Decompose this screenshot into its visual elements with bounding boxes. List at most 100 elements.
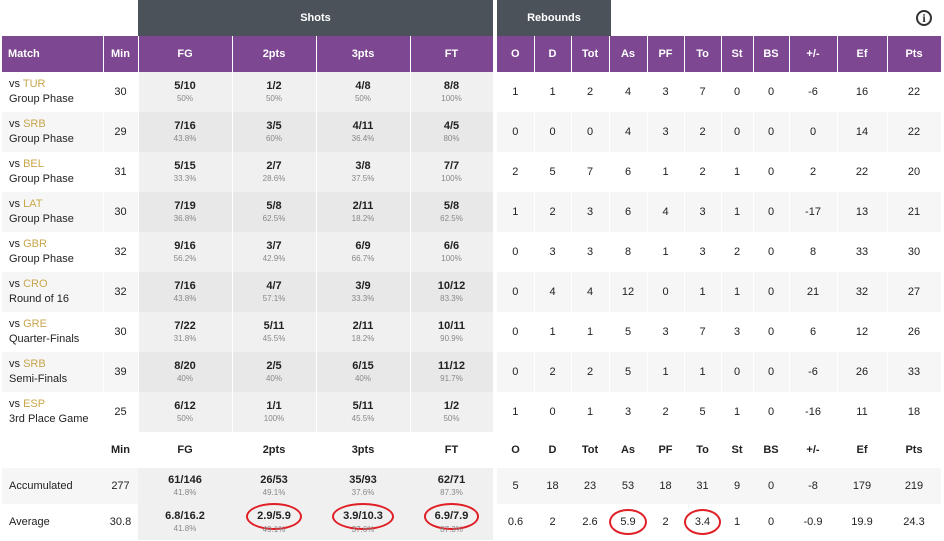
stat-cell-fg: 61/146 41.8% — [138, 468, 232, 504]
match-row[interactable]: vs ESP 3rd Place Game 25 6/12 50% 1/1 100% 5/11… — [2, 392, 494, 432]
stat-cell-as: 5 — [609, 352, 648, 392]
stat-cell-p3: 6/9 66.7% — [316, 232, 411, 272]
percentage: 45.5% — [262, 333, 286, 343]
column-header[interactable]: FG — [138, 36, 233, 72]
percentage: 31.8% — [173, 333, 197, 343]
opponent-link[interactable]: SRB — [23, 358, 46, 370]
stat-cell-bs: 0 — [753, 504, 789, 540]
made-attempted: 4/5 — [443, 119, 460, 132]
column-header[interactable]: +/- — [789, 36, 838, 72]
percentage: 37.6% — [351, 524, 375, 534]
percentage: 100% — [441, 253, 462, 263]
made-attempted: 3.9/10.3 — [343, 509, 383, 522]
made-attempted: 6/15 — [352, 359, 374, 372]
match-row[interactable]: 2 5 7 6 1 2 1 0 2 22 20 — [497, 152, 942, 192]
match-row[interactable]: vs TUR Group Phase 30 5/10 50% 1/2 50% 4/8 50% 8/… — [2, 72, 494, 112]
opponent-link[interactable]: GRE — [23, 318, 47, 330]
opponent-link[interactable]: TUR — [22, 78, 46, 90]
percentage: 40% — [265, 373, 282, 383]
opponent-link[interactable]: LAT — [23, 198, 43, 210]
stat-cell-o: 1 — [497, 72, 535, 112]
column-header[interactable]: St — [721, 36, 754, 72]
column-header[interactable]: 2pts — [232, 36, 317, 72]
stat-cell-p3: 3/8 37.5% — [316, 152, 411, 192]
column-header[interactable]: As — [609, 36, 648, 72]
stat-cell-tot: 3 — [571, 192, 610, 232]
stat-cell-pm: -16 — [789, 392, 838, 432]
summary-header-row: Min FG 2pts 3pts FT — [2, 432, 493, 468]
summary-column-header: PF — [647, 432, 684, 468]
stat-cell-ef: 12 — [837, 312, 888, 352]
match-row[interactable]: 0 2 2 5 1 1 0 0 -6 26 33 — [497, 352, 942, 392]
average-label: Average — [2, 504, 103, 540]
match-row[interactable]: 0 1 1 5 3 7 3 0 6 12 26 — [497, 312, 942, 352]
match-cell: vs GBR Group Phase — [2, 232, 104, 272]
match-row[interactable]: vs SRB Group Phase 29 7/16 43.8% 3/5 60% 4/11 36… — [2, 112, 494, 152]
made-attempted: 7/7 — [443, 159, 460, 172]
summary-column-header: 3pts — [316, 432, 410, 468]
stat-cell-min: 30.8 — [103, 504, 138, 540]
match-row[interactable]: 0 0 0 4 3 2 0 0 0 14 22 — [497, 112, 942, 152]
stat-cell-o: 1 — [497, 392, 535, 432]
stat-cell-p2: 26/53 49.1% — [232, 468, 316, 504]
column-header[interactable]: D — [534, 36, 572, 72]
made-attempted: 5/11 — [352, 399, 374, 412]
column-header[interactable]: Pts — [887, 36, 942, 72]
stat-cell-o: 0 — [497, 352, 535, 392]
made-attempted: 2/5 — [266, 359, 282, 372]
column-header[interactable]: O — [497, 36, 535, 72]
match-cell: vs BEL Group Phase — [2, 152, 104, 192]
summary-column-header: St — [721, 432, 753, 468]
stat-cell-fg: 5/15 33.3% — [138, 152, 233, 192]
column-header[interactable]: Tot — [571, 36, 610, 72]
column-header[interactable]: Match — [2, 36, 104, 72]
percentage: 37.6% — [351, 487, 375, 497]
column-header[interactable]: Ef — [837, 36, 888, 72]
percentage: 62.5% — [262, 213, 286, 223]
column-header[interactable]: BS — [753, 36, 790, 72]
made-attempted: 10/11 — [438, 319, 465, 332]
opponent-link[interactable]: CRO — [23, 278, 48, 290]
stat-cell-o: 0 — [497, 312, 535, 352]
column-header[interactable]: FT — [410, 36, 494, 72]
match-row[interactable]: vs GBR Group Phase 32 9/16 56.2% 3/7 42.9% 6/9 6… — [2, 232, 494, 272]
stat-cell-pm: 0 — [789, 112, 838, 152]
highlight-circle: 6.9/7.9 — [423, 502, 480, 530]
stat-cell-bs: 0 — [753, 468, 789, 504]
highlight-circle: 3.9/10.3 — [332, 502, 394, 530]
match-row[interactable]: 1 0 1 3 2 5 1 0 -16 11 18 — [497, 392, 942, 432]
match-row[interactable]: 0 3 3 8 1 3 2 0 8 33 30 — [497, 232, 942, 272]
made-attempted: 4/11 — [352, 119, 374, 132]
stat-cell-pf: 0 — [647, 272, 685, 312]
column-header[interactable]: To — [684, 36, 722, 72]
info-icon[interactable]: i — [916, 10, 932, 26]
opponent-link[interactable]: ESP — [23, 398, 46, 410]
match-row[interactable]: 1 2 3 6 4 3 1 0 -17 13 21 — [497, 192, 942, 232]
column-header[interactable]: 3pts — [316, 36, 411, 72]
stat-cell-d: 2 — [534, 352, 572, 392]
percentage: 91.7% — [440, 373, 463, 383]
accumulated-label: Accumulated — [2, 468, 103, 504]
match-row[interactable]: vs SRB Semi-Finals 39 8/20 40% 2/5 40% 6/15 40% 1… — [2, 352, 494, 392]
percentage: 87.3% — [440, 487, 463, 497]
column-header[interactable]: PF — [647, 36, 685, 72]
stat-cell-st: 3 — [721, 312, 754, 352]
match-row[interactable]: vs BEL Group Phase 31 5/15 33.3% 2/7 28.6% 3/8 3… — [2, 152, 494, 192]
opponent-link[interactable]: GBR — [23, 238, 47, 250]
match-row[interactable]: vs LAT Group Phase 30 7/19 36.8% 5/8 62.5% 2/11… — [2, 192, 494, 232]
match-row[interactable]: vs CRO Round of 16 32 7/16 43.8% 4/7 57.1% 3/9 3… — [2, 272, 494, 312]
stat-cell-p3: 3.9/10.3 37.6% — [316, 502, 410, 540]
opponent-link[interactable]: BEL — [23, 158, 44, 170]
made-attempted: 6.9/7.9 — [434, 509, 469, 522]
stats-table-left: Match Min FG 2pts 3pts FT vs TUR Group Phase 30… — [2, 36, 494, 540]
match-row[interactable]: 1 1 2 4 3 7 0 0 -6 16 22 — [497, 72, 942, 112]
column-header[interactable]: Min — [103, 36, 139, 72]
vs-prefix: vs — [9, 358, 24, 370]
average-row: Average 30.8 6.8/16.2 41.8% 2.9/5.9 49.1% 3.9/… — [2, 502, 493, 540]
opponent-link[interactable]: SRB — [23, 118, 46, 130]
percentage: 28.6% — [262, 173, 286, 183]
stat-cell-d: 1 — [534, 312, 572, 352]
match-cell: vs SRB Group Phase — [2, 112, 104, 152]
match-row[interactable]: 0 4 4 12 0 1 1 0 21 32 27 — [497, 272, 942, 312]
match-row[interactable]: vs GRE Quarter-Finals 30 7/22 31.8% 5/11 45.5%… — [2, 312, 494, 352]
